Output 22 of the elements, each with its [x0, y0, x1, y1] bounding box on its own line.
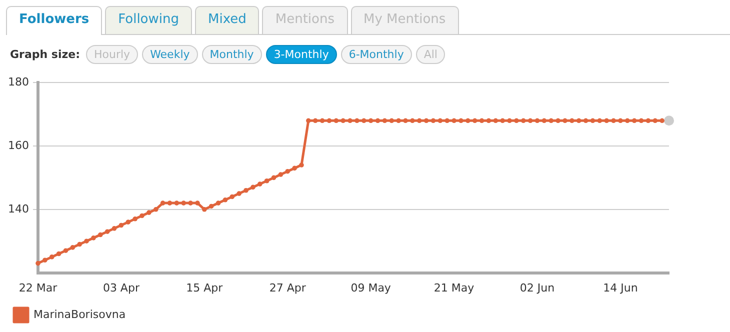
y-tick-label: 140 [8, 202, 29, 216]
x-tick-label: 02 Jun [520, 281, 555, 294]
text: Followers [6, 6, 102, 35]
x-tick-label: 21 May [434, 281, 475, 294]
text: Graph size: [10, 48, 80, 61]
text: Hourly [86, 45, 138, 64]
x-tick-label: 27 Apr [269, 281, 306, 294]
x-tick-label: 14 Jun [603, 281, 638, 294]
x-tick-label: 22 Mar [18, 281, 58, 294]
text: All [416, 45, 446, 64]
x-tick-label: 09 May [350, 281, 392, 294]
text: Monthly [202, 45, 262, 64]
text: Following [105, 6, 192, 34]
y-tick-label: 160 [8, 138, 29, 152]
text: 3-Monthly [266, 45, 337, 64]
x-tick-label: 03 Apr [102, 281, 140, 294]
x-tick-label: 15 Apr [186, 281, 224, 294]
text: 6-Monthly [340, 45, 412, 64]
y-tick-label: 180 [8, 75, 29, 88]
text: Mixed [195, 6, 260, 34]
legend-label: MarinaBorisovna [34, 308, 126, 321]
text: Weekly [142, 45, 198, 64]
